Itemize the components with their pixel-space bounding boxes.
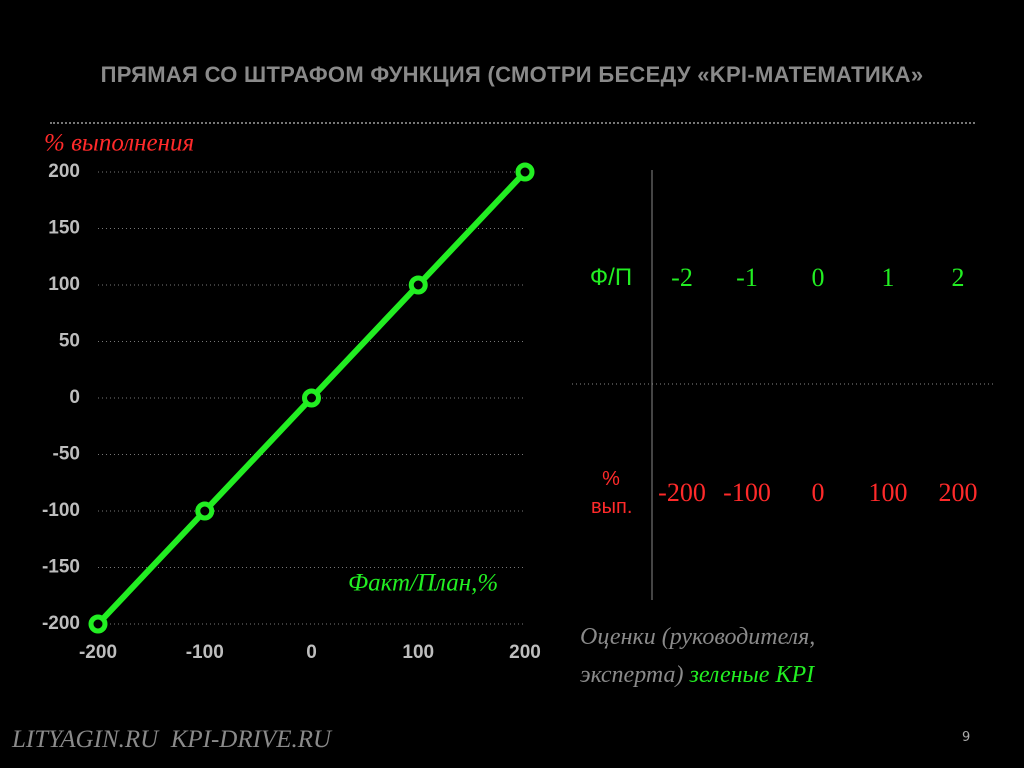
table-cell: 2 <box>951 263 965 292</box>
footer: LITYAGIN.RU KPI-DRIVE.RU <box>12 726 332 753</box>
point <box>88 614 108 634</box>
table-cell: 200 <box>938 478 978 507</box>
y-tick-label: -150 <box>42 557 80 578</box>
table-cell: -2 <box>671 263 693 292</box>
x-tick-label: -100 <box>186 642 224 663</box>
row-header: Ф/П <box>589 264 633 291</box>
y-tick-label: 150 <box>48 218 80 239</box>
y-tick-label: 200 <box>48 161 80 182</box>
point <box>302 388 321 408</box>
table-cell: 1 <box>881 263 895 292</box>
point <box>408 275 428 295</box>
y-tick-label: -100 <box>42 500 80 521</box>
x-tick-label: 100 <box>402 642 434 663</box>
note-text: Оценки (руководителя, эксперта) <box>580 624 816 688</box>
row-header: % вып. <box>591 468 633 518</box>
table-cell: -200 <box>658 478 706 507</box>
y-tick-label: -200 <box>42 613 80 634</box>
table-cell: 0 <box>811 263 825 292</box>
table-cell: -1 <box>736 263 758 292</box>
title-rule <box>50 122 975 124</box>
x-tick-label: -200 <box>79 642 117 663</box>
y-tick-label: 100 <box>48 274 80 295</box>
note: Оценки (руководителя, эксперта) зеленые … <box>580 618 880 694</box>
y-tick-label: 50 <box>59 331 80 352</box>
slide-title: ПРЯМАЯ СО ШТРАФОМ ФУНКЦИЯ (СМОТРИ БЕСЕДУ… <box>100 62 924 87</box>
point <box>515 162 535 182</box>
table-cell: 100 <box>868 478 908 507</box>
table-cell: -100 <box>723 478 771 507</box>
y-tick-label: 0 <box>69 387 80 408</box>
note-highlight: зеленые KPI <box>689 662 815 688</box>
x-tick-label: 200 <box>509 642 541 663</box>
x-tick-label: 0 <box>306 642 317 663</box>
y-tick-label: -50 <box>53 444 80 465</box>
y-axis-label: % выполнения <box>44 130 194 157</box>
x-axis-label: Факт/План,% <box>348 570 498 597</box>
page-number: 9 <box>962 730 971 745</box>
point <box>195 501 215 521</box>
table-cell: 0 <box>811 478 825 507</box>
